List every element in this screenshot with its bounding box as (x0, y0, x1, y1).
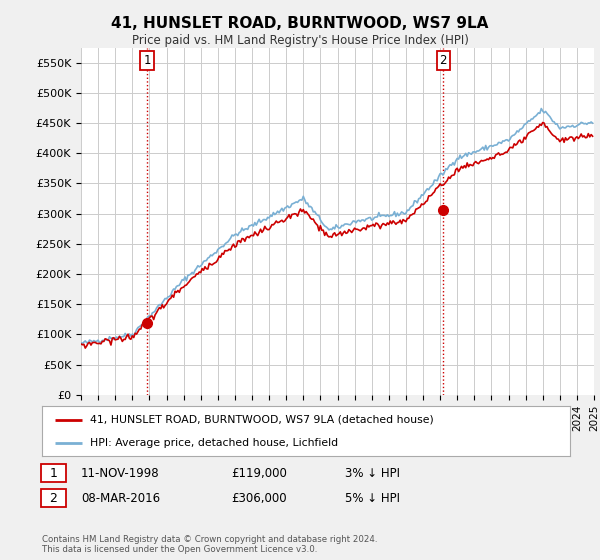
Text: 1: 1 (143, 54, 151, 67)
Text: Price paid vs. HM Land Registry's House Price Index (HPI): Price paid vs. HM Land Registry's House … (131, 34, 469, 46)
Text: £119,000: £119,000 (231, 466, 287, 480)
Text: £306,000: £306,000 (231, 492, 287, 505)
Text: 41, HUNSLET ROAD, BURNTWOOD, WS7 9LA (detached house): 41, HUNSLET ROAD, BURNTWOOD, WS7 9LA (de… (89, 414, 433, 424)
Text: Contains HM Land Registry data © Crown copyright and database right 2024.
This d: Contains HM Land Registry data © Crown c… (42, 535, 377, 554)
Text: 2: 2 (440, 54, 447, 67)
Text: HPI: Average price, detached house, Lichfield: HPI: Average price, detached house, Lich… (89, 438, 338, 448)
Text: 2: 2 (49, 492, 58, 505)
Text: 1: 1 (49, 466, 58, 480)
Text: 11-NOV-1998: 11-NOV-1998 (81, 466, 160, 480)
Text: 3% ↓ HPI: 3% ↓ HPI (345, 466, 400, 480)
Text: 08-MAR-2016: 08-MAR-2016 (81, 492, 160, 505)
Text: 5% ↓ HPI: 5% ↓ HPI (345, 492, 400, 505)
Text: 41, HUNSLET ROAD, BURNTWOOD, WS7 9LA: 41, HUNSLET ROAD, BURNTWOOD, WS7 9LA (112, 16, 488, 31)
